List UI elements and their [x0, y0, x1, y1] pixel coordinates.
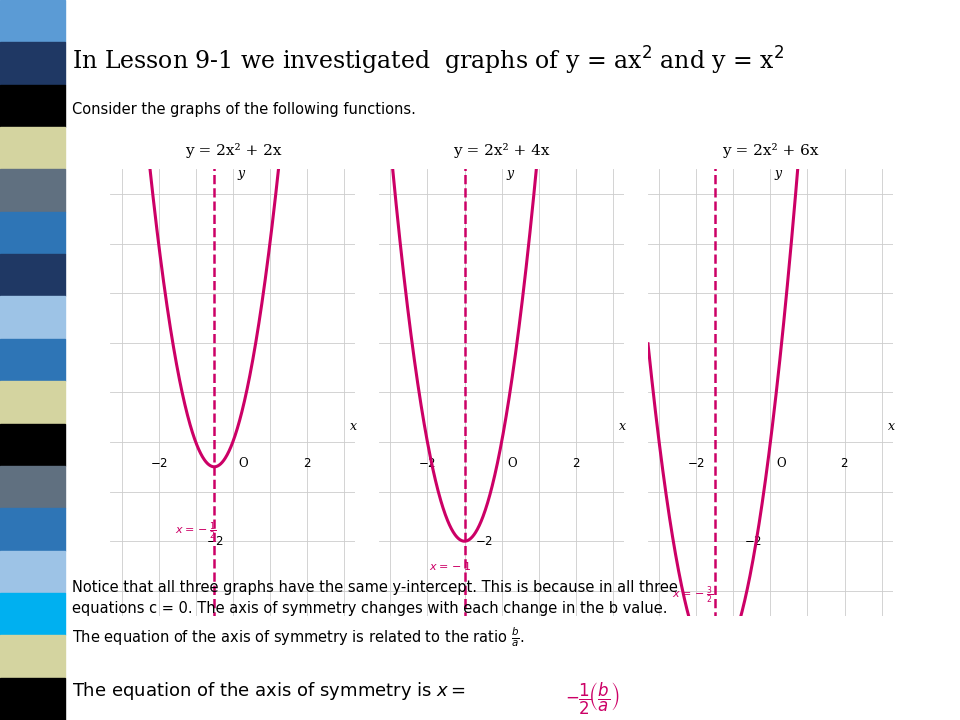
Text: $2$: $2$	[302, 457, 311, 470]
Text: x: x	[350, 420, 357, 433]
Text: $-2$: $-2$	[475, 535, 493, 548]
Text: $2$: $2$	[840, 457, 849, 470]
Text: $-2$: $-2$	[419, 457, 437, 470]
Text: y = 2x² + 4x: y = 2x² + 4x	[453, 143, 550, 158]
Text: y: y	[506, 167, 514, 180]
Text: $2$: $2$	[571, 457, 580, 470]
Text: y = 2x² + 2x: y = 2x² + 2x	[184, 143, 281, 158]
Text: $-2$: $-2$	[744, 535, 762, 548]
Text: $x = -\frac{1}{2}$: $x = -\frac{1}{2}$	[176, 521, 216, 542]
Text: $-2$: $-2$	[150, 457, 168, 470]
Text: The equation of the axis of symmetry is $x = $: The equation of the axis of symmetry is …	[72, 680, 466, 702]
Text: $-2$: $-2$	[687, 457, 706, 470]
Text: Notice that all three graphs have the same y-intercept. This is because in all t: Notice that all three graphs have the sa…	[72, 580, 678, 649]
Text: O: O	[238, 457, 248, 470]
Text: y: y	[775, 167, 782, 180]
Text: $-\dfrac{1}{2}\!\left(\dfrac{b}{a}\right)$: $-\dfrac{1}{2}\!\left(\dfrac{b}{a}\right…	[564, 681, 619, 717]
Text: x: x	[888, 420, 895, 433]
Text: Consider the graphs of the following functions.: Consider the graphs of the following fun…	[72, 102, 416, 117]
Text: $x = -1$: $x = -1$	[429, 560, 471, 572]
Text: y: y	[237, 167, 245, 180]
Text: O: O	[776, 457, 785, 470]
Text: $x = -\frac{3}{2}$: $x = -\frac{3}{2}$	[672, 585, 713, 606]
Text: $-2$: $-2$	[206, 535, 225, 548]
Text: O: O	[507, 457, 516, 470]
Text: y = 2x² + 6x: y = 2x² + 6x	[722, 143, 819, 158]
Text: In Lesson 9-1 we investigated  graphs of y = ax$^2$ and y = x$^2$: In Lesson 9-1 we investigated graphs of …	[72, 45, 784, 77]
Text: x: x	[619, 420, 626, 433]
